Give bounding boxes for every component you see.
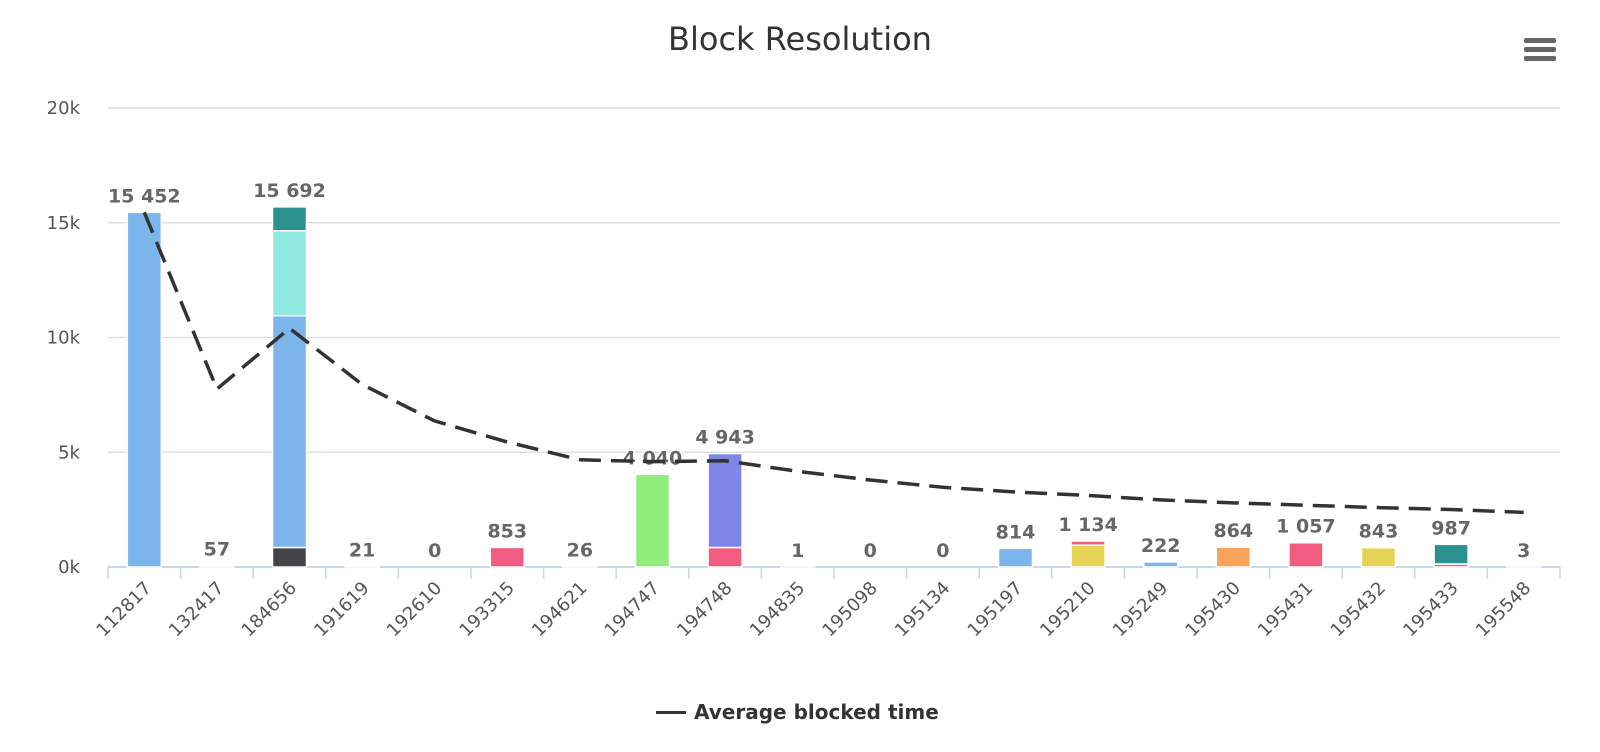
bar-segment [1360,546,1397,568]
bar-total-label: 1 057 [1276,516,1336,538]
y-tick-label: 10k [47,328,81,349]
bar-total-label: 0 [428,540,441,562]
bar-segment [1070,544,1106,568]
x-tick-label: 112817 [92,578,155,641]
x-tick-label: 195249 [1109,578,1172,641]
legend-item-average-blocked-time[interactable]: Average blocked time [656,700,939,724]
bar-segment [707,452,743,549]
x-tick-label: 132417 [165,578,228,641]
x-tick-label: 195098 [818,578,881,641]
bar-segment [1433,543,1469,565]
x-tick-label: 194748 [673,578,736,641]
x-tick-label: 191619 [310,578,373,641]
x-tick-label: 195134 [891,578,954,641]
bar-total-label: 843 [1359,521,1399,543]
average-blocked-time-line [142,211,1524,515]
bar-total-label: 864 [1213,520,1253,542]
chart-legend: Average blocked time [0,700,1600,730]
x-tick-label: 195548 [1472,578,1535,641]
bar-total-label: 15 452 [108,185,181,207]
bar-segment [271,546,308,568]
x-tick-label: 184656 [238,578,301,641]
bar-segment [562,565,598,568]
y-tick-label: 15k [47,213,81,234]
hamburger-menu-icon-bar-middle [1524,47,1556,52]
bar-segment [1070,540,1106,546]
chart-menu-button[interactable] [1522,34,1558,64]
bar-segment [707,546,743,568]
x-tick-label: 195430 [1181,578,1244,641]
bar-total-label: 15 692 [253,180,326,202]
bar-total-label: 987 [1431,517,1471,539]
bar-segment [634,473,671,568]
bar-segment [199,564,235,568]
bar-segment [1288,541,1324,568]
bar-total-label: 21 [349,540,375,562]
bar-total-label: 4 943 [695,427,755,449]
bar-total-label: 853 [487,520,527,542]
hamburger-menu-icon-bar-top [1524,38,1556,43]
x-tick-label: 192610 [383,578,446,641]
y-tick-label: 0k [58,557,80,578]
bar-total-label: 3 [1517,540,1530,562]
bar-segment [489,546,526,568]
bar-total-label: 222 [1141,535,1181,557]
bar-segment [271,206,308,232]
x-tick-label: 195431 [1254,578,1317,641]
bar-total-label: 1 [791,540,804,562]
x-tick-label: 193315 [455,578,518,641]
x-tick-label: 195432 [1327,578,1390,641]
bar-total-label: 4 040 [623,447,683,469]
bar-segment [1142,561,1179,568]
x-tick-label: 194621 [528,578,591,641]
bar-segment [271,314,308,549]
bar-segment [997,547,1034,568]
bar-total-label: 26 [567,539,593,561]
bar-total-label: 0 [936,540,949,562]
x-tick-label: 195197 [964,578,1027,641]
x-tick-label: 195210 [1036,578,1099,641]
chart-title: Block Resolution [668,20,932,58]
y-tick-label: 20k [47,98,81,119]
bar-total-label: 0 [864,540,877,562]
bar-segment [1215,546,1252,568]
bar-segment [271,230,308,317]
y-tick-label: 5k [58,442,80,463]
bar-total-label: 814 [996,521,1036,543]
hamburger-menu-icon-bar-bottom [1524,56,1556,61]
x-tick-label: 194747 [601,578,664,641]
legend-line-swatch-icon [656,710,686,714]
legend-label: Average blocked time [694,700,939,724]
chart-plot-area: 0k 5k 10k 15k 20k 112817 132417 184656 191619 192… [47,98,1561,641]
bar-total-label: 1 134 [1058,514,1118,536]
x-tick-label: 194835 [746,578,809,641]
bar-segment [126,211,163,568]
bar-total-label: 57 [204,539,230,561]
x-tick-label: 195433 [1399,578,1462,641]
